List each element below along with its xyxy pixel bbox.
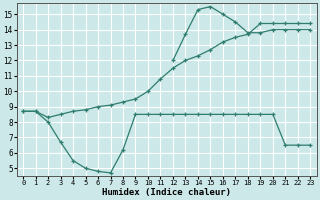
X-axis label: Humidex (Indice chaleur): Humidex (Indice chaleur): [102, 188, 231, 197]
